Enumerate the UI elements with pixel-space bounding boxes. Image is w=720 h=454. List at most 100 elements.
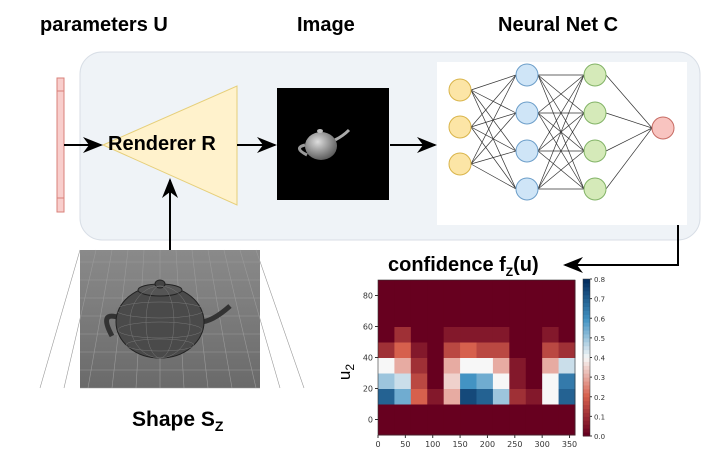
heatmap-cell — [410, 342, 428, 358]
neural-net — [437, 62, 687, 225]
colorbar-segment — [583, 279, 590, 284]
nn-edge — [605, 127, 653, 152]
heatmap-cell — [443, 280, 461, 296]
heatmap-cell — [410, 388, 428, 405]
heatmap-cell — [410, 295, 428, 312]
heatmap-cell — [394, 419, 412, 436]
heatmap-cell — [427, 326, 445, 343]
heatmap-cell — [542, 404, 560, 420]
heatmap-cell — [394, 373, 412, 389]
heatmap-cell — [558, 326, 576, 343]
heatmap-cell — [558, 419, 576, 436]
heatmap-cell — [476, 357, 494, 374]
y-tick-label: 60 — [363, 323, 373, 332]
heatmap-cell — [509, 342, 527, 358]
heatmap-cell — [525, 326, 543, 343]
heatmap-cell — [492, 357, 510, 374]
colorbar-tick-label: 0.5 — [594, 335, 605, 343]
heatmap-cell — [509, 326, 527, 343]
colorbar-segment — [583, 381, 590, 386]
heatmap-cell — [525, 388, 543, 405]
heatmap-cell — [476, 280, 494, 296]
heatmap-cell — [427, 357, 445, 374]
heatmap-cell — [460, 419, 477, 436]
heatmap-cell — [378, 373, 395, 389]
heatmap-cell — [558, 388, 576, 405]
heatmap-cell — [460, 326, 477, 343]
nn-node — [448, 115, 472, 139]
nn-node — [583, 63, 607, 87]
heatmap-cell — [492, 280, 510, 296]
heatmap-cell — [476, 311, 494, 327]
heatmap-cell — [460, 373, 477, 389]
colorbar-segment — [583, 388, 590, 394]
nn-edge — [605, 127, 653, 190]
colorbar-segment — [583, 314, 590, 319]
nn-edge — [605, 112, 653, 129]
heatmap-cell — [558, 295, 576, 312]
heatmap-cell — [427, 295, 445, 312]
colorbar-segment — [583, 353, 590, 358]
colorbar-segment — [583, 365, 590, 370]
parameters-label: parameters U — [40, 14, 168, 36]
rendered-image — [277, 88, 389, 200]
heatmap-cell — [378, 388, 395, 405]
heatmap-cell — [443, 419, 461, 436]
nn-node — [515, 139, 539, 163]
colorbar-segment — [583, 373, 590, 378]
heatmap-cell — [476, 419, 494, 436]
heatmap-cell — [492, 388, 510, 405]
colorbar-segment — [583, 384, 590, 390]
heatmap-cell — [443, 295, 461, 312]
nn-edge — [470, 74, 517, 128]
neural-net-label: Neural Net C — [498, 14, 619, 36]
nn-node — [515, 177, 539, 201]
heatmap-cell — [492, 311, 510, 327]
heatmap-cell — [492, 404, 510, 420]
heatmap-cell — [492, 295, 510, 312]
nn-node — [583, 101, 607, 125]
heatmap-cell — [509, 311, 527, 327]
colorbar-segment — [583, 396, 590, 402]
nn-node — [515, 63, 539, 87]
heatmap-cell — [443, 388, 461, 405]
shape-label: Shape SZ — [132, 408, 223, 434]
heatmap-cell — [525, 357, 543, 374]
heatmap-cell — [509, 295, 527, 312]
colorbar-segment — [583, 337, 590, 343]
heatmap-cell — [410, 373, 428, 389]
colorbar-segment — [583, 392, 590, 398]
heatmap-cell — [509, 419, 527, 436]
nn-node — [583, 177, 607, 201]
nn-node — [583, 139, 607, 163]
heatmap-cell — [394, 404, 412, 420]
nn-edge — [605, 74, 653, 129]
y-tick-label: 0 — [368, 416, 373, 425]
colorbar-segment — [583, 404, 590, 410]
heatmap-cell — [542, 419, 560, 436]
heatmap-cell — [410, 311, 428, 327]
colorbar-tick-label: 0.1 — [594, 413, 605, 421]
heatmap-cell — [558, 357, 576, 374]
heatmap-cell — [476, 326, 494, 343]
floor-grid-line — [39, 249, 81, 389]
colorbar-segment — [583, 416, 590, 421]
heatmap-cell — [378, 311, 395, 327]
floor-grid-line — [63, 249, 97, 389]
heatmap-cell — [443, 342, 461, 358]
heatmap-cell — [443, 326, 461, 343]
colorbar-segment — [583, 341, 590, 347]
heatmap-cell — [460, 342, 477, 358]
colorbar-segment — [583, 428, 590, 433]
heatmap-cell — [443, 311, 461, 327]
colorbar-segment — [583, 408, 590, 413]
heatmap-cell — [427, 373, 445, 389]
colorbar-segment — [583, 357, 590, 362]
heatmap-cell — [378, 326, 395, 343]
x-tick-label: 100 — [425, 440, 440, 449]
heatmap-cell — [492, 419, 510, 436]
nn-edge — [537, 74, 585, 114]
floor-grid-line — [239, 249, 281, 389]
